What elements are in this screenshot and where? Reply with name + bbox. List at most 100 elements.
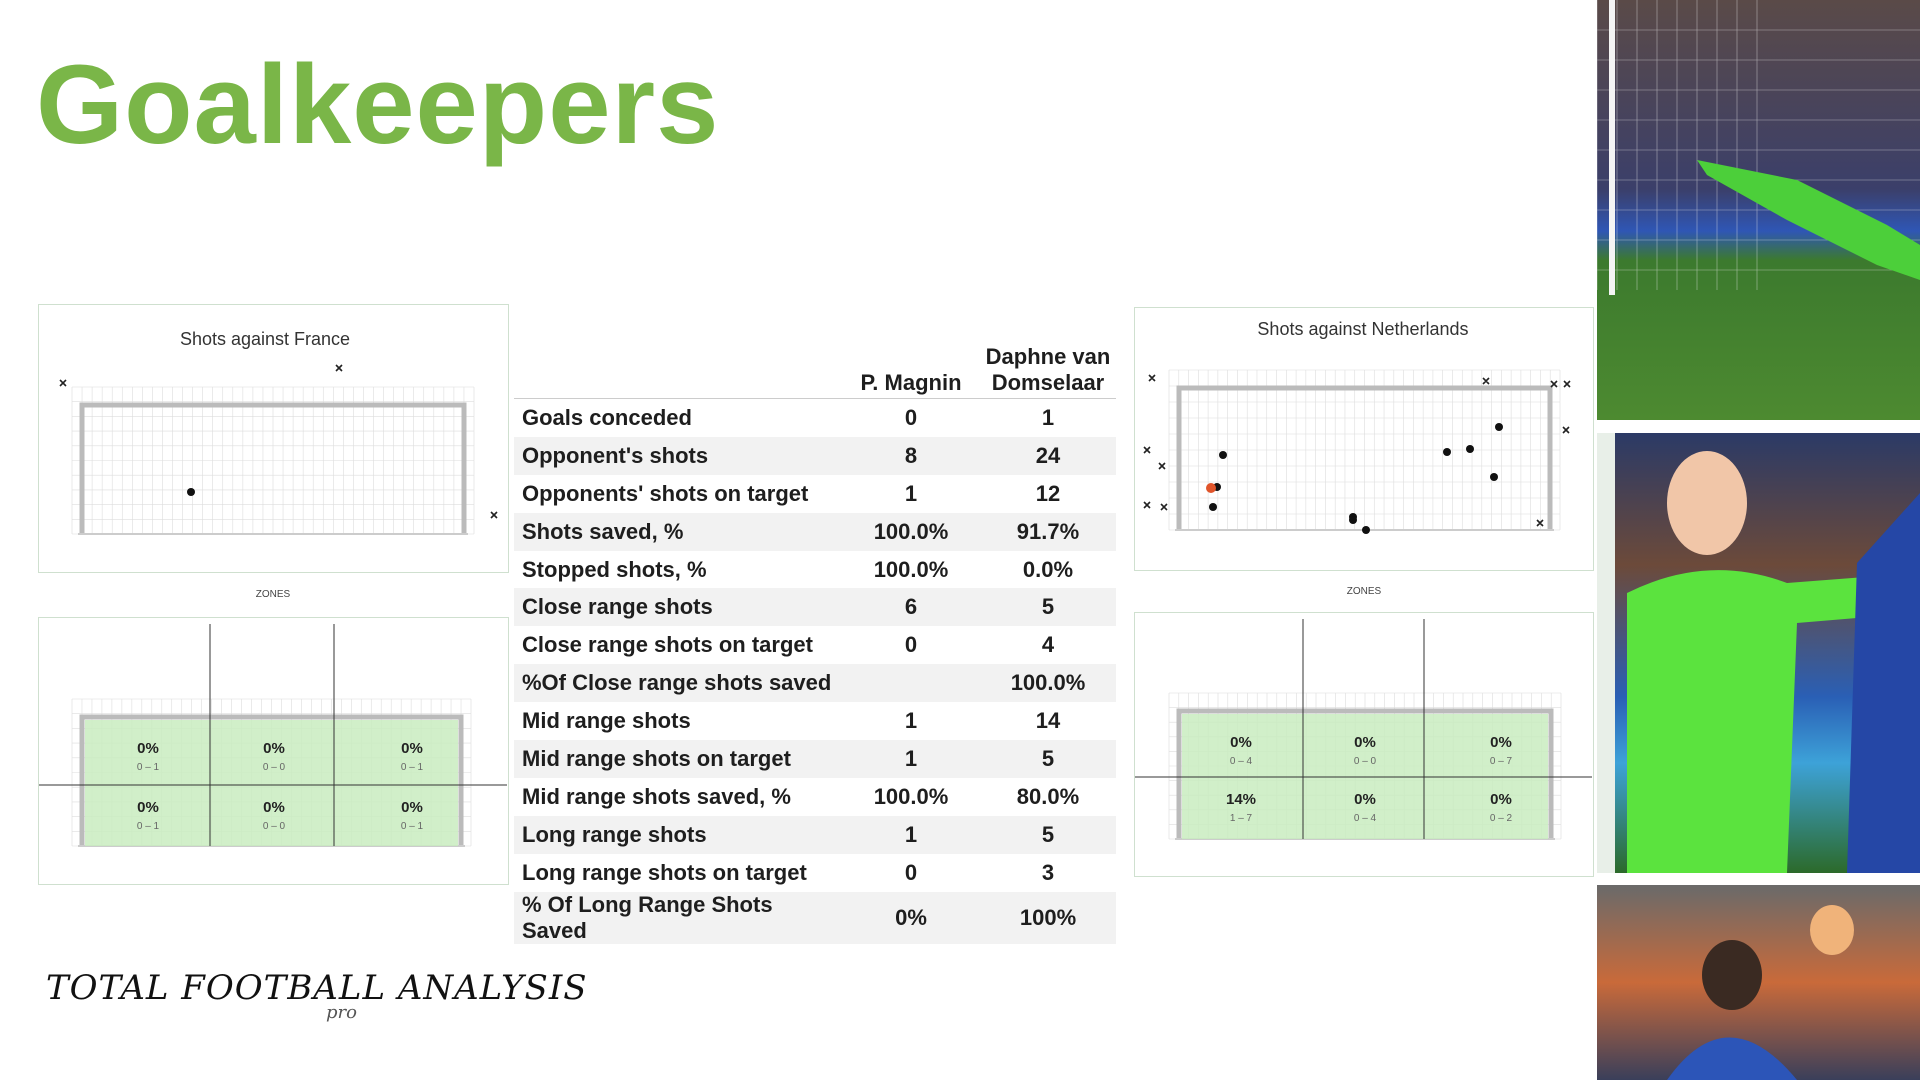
zone-pct: 0% (1490, 791, 1512, 808)
goal-net (1168, 369, 1561, 531)
logo-sub: pro (326, 1002, 357, 1023)
zone-pct: 0% (263, 799, 285, 816)
header-row: P. Magnin Daphne van Domselaar (514, 344, 1116, 399)
row-label: Stopped shots, % (522, 556, 707, 582)
zone-range: 1 – 7 (1230, 813, 1253, 824)
row-label: Opponent's shots (514, 436, 842, 475)
cell: 1 (842, 815, 980, 854)
cell: 24 (980, 436, 1116, 475)
cell: 80.0% (1016, 783, 1080, 809)
panel-title: Shots against Netherlands (1257, 319, 1468, 339)
zones: 0% 0 – 4 0% 0 – 0 0% 0 – 7 14% 1 – 7 0% 0 – 4 0% 0 … (1134, 612, 1594, 877)
panel-title: Shots against France (180, 329, 350, 349)
cell: 12 (1035, 480, 1061, 506)
goal-frame (79, 402, 467, 534)
cell: 100.0% (873, 556, 949, 582)
shot-crosses (1143, 374, 1571, 527)
zone-range: 0 – 1 (401, 821, 424, 832)
cell (842, 664, 980, 703)
table-row: % Of Long Range Shots Saved 0% 100% (514, 891, 1116, 944)
net-lines (71, 386, 475, 535)
zone-pct: 0% (1490, 734, 1512, 751)
cell: 8 (842, 436, 980, 475)
goal-dot (1206, 483, 1216, 493)
cell: 0 (904, 859, 918, 885)
zone-pct: 0% (137, 740, 159, 757)
table-row: Stopped shots, % 100.0% 0.0% (514, 551, 1116, 589)
cell: 14 (1035, 708, 1061, 734)
cell: 0% (842, 891, 980, 944)
shot-dot (187, 488, 195, 496)
zone-pct: 0% (1230, 734, 1252, 751)
photo-art (1667, 905, 1854, 1080)
row-label: Mid range shots saved, % (522, 783, 791, 809)
cell: 5 (980, 815, 1116, 854)
table-row: %Of Close range shots saved 100.0% (514, 664, 1116, 703)
row-label: %Of Close range shots saved (514, 664, 842, 703)
shot-crosses (59, 364, 498, 519)
cell: 1 (1041, 404, 1055, 430)
table-row: Shots saved, % 100.0% 91.7% (514, 512, 1116, 551)
shot-map-svg: Shots against France (59, 329, 498, 535)
net-lines (1168, 369, 1561, 531)
row-label: % Of Long Range Shots Saved (514, 891, 842, 944)
cell: 100.0% (873, 783, 949, 809)
stats-table: P. Magnin Daphne van Domselaar Goals conc… (514, 344, 1116, 944)
cell: 6 (842, 588, 980, 627)
zone-pct: 0% (1354, 791, 1376, 808)
row-label: Shots saved, % (514, 512, 842, 551)
zone-range: 0 – 0 (263, 762, 286, 773)
zone-range: 0 – 1 (137, 821, 160, 832)
goal-frame (1176, 385, 1553, 530)
zone-range: 0 – 7 (1490, 756, 1513, 767)
row-label: Long range shots on target (522, 859, 807, 885)
zone-pct: 0% (401, 799, 423, 816)
zone-fill (85, 720, 458, 846)
photo-art (1597, 433, 1920, 873)
cell: 0 (904, 404, 918, 430)
zone-range: 0 – 0 (1354, 756, 1377, 767)
row-label: Goals conceded (522, 404, 692, 430)
cell: 100.0% (842, 512, 980, 551)
goal-net (71, 386, 475, 535)
zones-label: ZONES (255, 589, 291, 600)
goal (1168, 369, 1561, 531)
table-row: Opponents' shots on target 1 12 (514, 475, 1116, 513)
table-row: Long range shots 1 5 (514, 815, 1116, 854)
zone-pct: 0% (137, 799, 159, 816)
goal-frame (1176, 708, 1554, 839)
cell: 1 (842, 740, 980, 778)
row-label: Mid range shots on target (514, 740, 842, 778)
cell: 0.0% (1022, 556, 1074, 582)
cell: 100.0% (980, 664, 1116, 703)
cell: 5 (980, 740, 1116, 778)
row-label: Close range shots on target (522, 632, 813, 658)
table-row: Opponent's shots 8 24 (514, 436, 1116, 475)
zone-pct: 0% (1354, 734, 1376, 751)
photo (1597, 433, 1920, 873)
cell: 1 (904, 708, 918, 734)
cell: 1 (904, 480, 918, 506)
cell: 5 (980, 588, 1116, 627)
photo-art (1596, 0, 1920, 295)
table-row: Long range shots on target 0 3 (514, 854, 1116, 892)
cell: 4 (1041, 632, 1055, 658)
cell: 100% (980, 891, 1116, 944)
zones-svg: 0% 0 – 4 0% 0 – 0 0% 0 – 7 14% 1 – 7 0% 0 – 4 0% 0 … (1135, 619, 1592, 840)
zone-pct: 14% (1226, 791, 1256, 808)
zone-range: 0 – 0 (263, 821, 286, 832)
row-label: Long range shots (514, 815, 842, 854)
zone-pct: 0% (401, 740, 423, 757)
row-label: Close range shots (514, 588, 842, 627)
zone-range: 0 – 4 (1354, 813, 1377, 824)
table-row: Goals conceded 0 1 (514, 399, 1116, 437)
goal-frame (79, 714, 464, 846)
blank-header (514, 344, 842, 399)
column-header: Daphne van Domselaar (980, 344, 1116, 399)
table-row: Mid range shots saved, % 100.0% 80.0% (514, 778, 1116, 816)
table-row: Mid range shots on target 1 5 (514, 740, 1116, 778)
zones: 0% 0 – 1 0% 0 – 0 0% 0 – 1 0% 0 – 1 0% 0 – 0 0% 0 –… (38, 617, 509, 885)
zone-range: 0 – 1 (401, 762, 424, 773)
photo (1596, 0, 1920, 420)
